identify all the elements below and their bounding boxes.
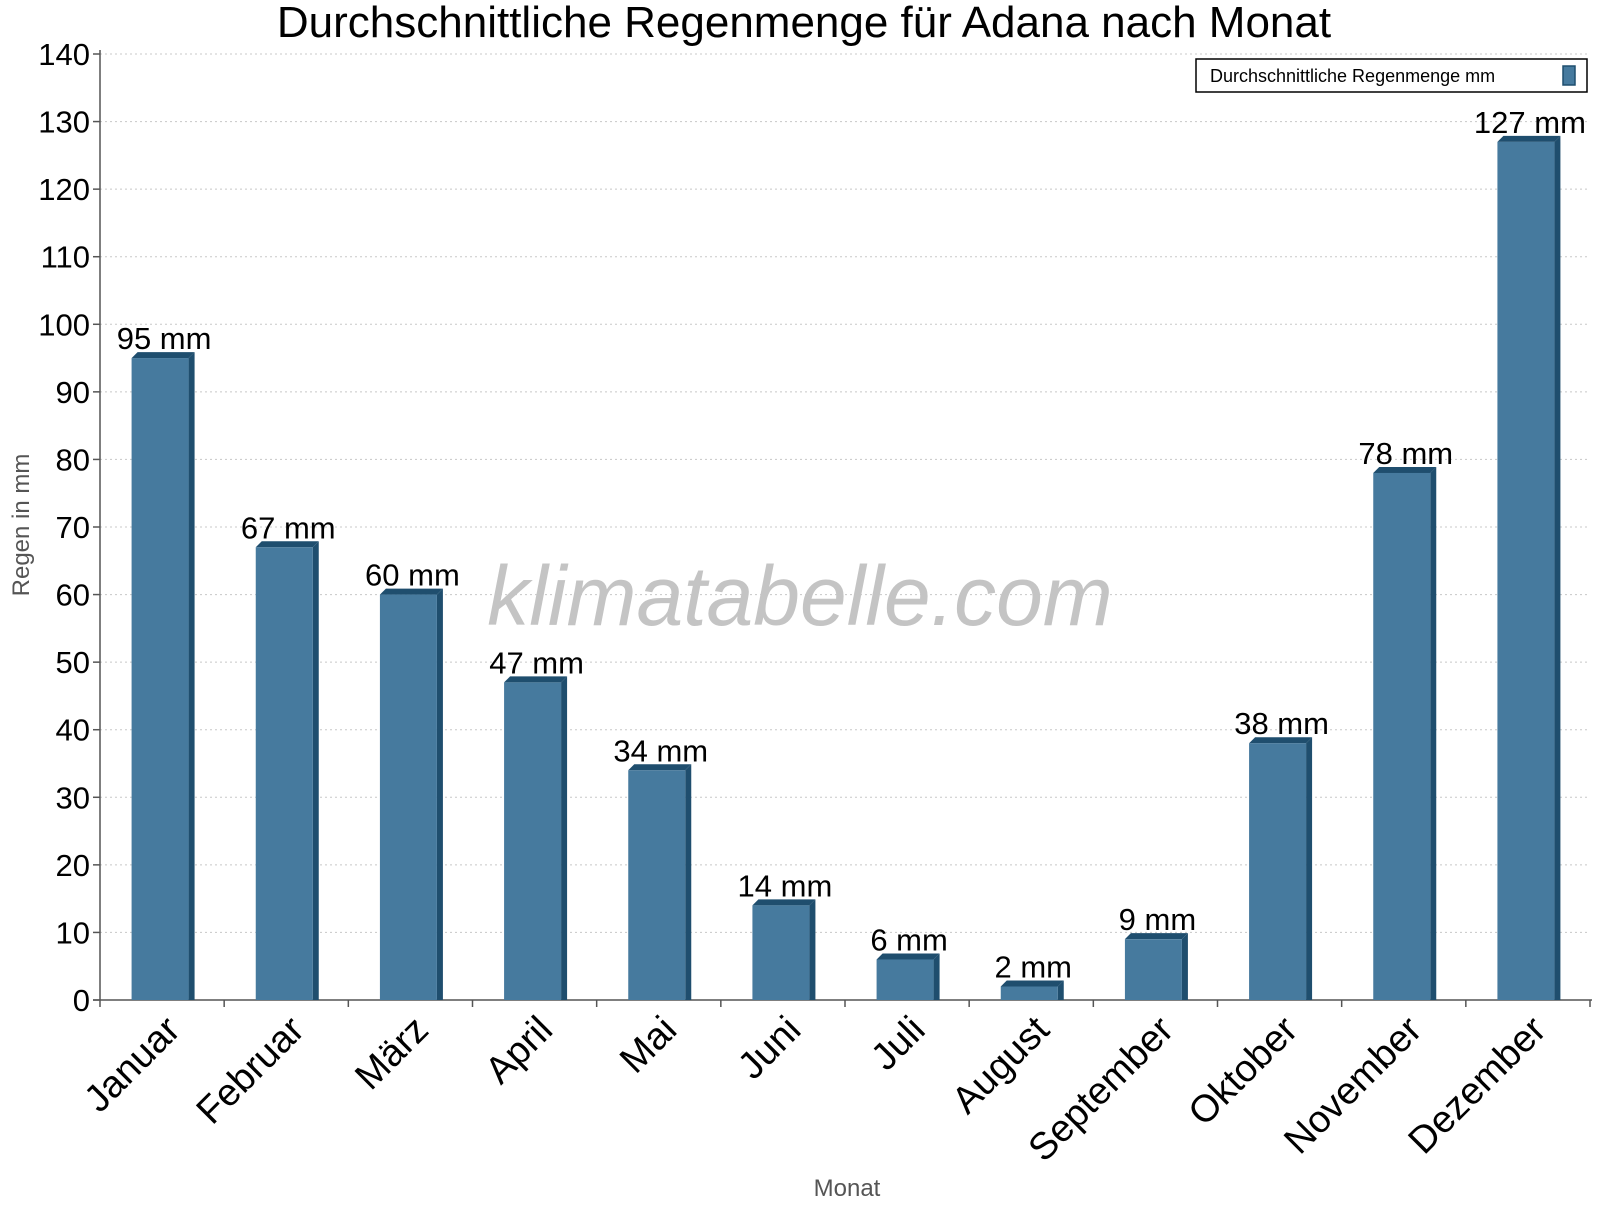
bar-side [1181, 933, 1188, 1000]
bar [1000, 980, 1064, 1000]
bar-side [561, 676, 568, 1000]
y-tick-label: 130 [38, 105, 90, 140]
y-tick-label: 90 [56, 375, 90, 410]
bar [1249, 737, 1313, 1000]
y-axis-title: Regen in mm [8, 454, 35, 597]
data-label: 6 mm [870, 922, 948, 957]
x-axis-title: Monat [814, 1175, 881, 1200]
bar-side [436, 588, 443, 1000]
legend-swatch [1562, 65, 1576, 86]
y-tick-label: 30 [56, 780, 90, 815]
grid-lines [100, 53, 1590, 933]
bar [1373, 466, 1437, 1000]
legend-label: Durchschnittliche Regenmenge mm [1210, 66, 1495, 86]
bar-side [188, 352, 195, 1001]
x-tick-label: Juli [863, 1009, 933, 1079]
bar-top [504, 676, 568, 683]
legend: Durchschnittliche Regenmenge mm [1195, 58, 1588, 93]
y-tick-label: 0 [73, 983, 90, 1018]
bar-top [1124, 933, 1188, 940]
x-tick-label: Oktober [1181, 1008, 1307, 1134]
data-label: 38 mm [1234, 706, 1329, 741]
bar [255, 541, 319, 1000]
bar-side [1430, 466, 1437, 1000]
x-tick-label: April [477, 1009, 560, 1092]
bar-front [752, 905, 810, 1000]
bar-front [1373, 472, 1431, 1000]
y-tick-label: 140 [38, 37, 90, 72]
bar-front [504, 682, 562, 1000]
bar [131, 352, 195, 1001]
data-label: 60 mm [365, 558, 460, 593]
bar-side [312, 541, 319, 1000]
bar [1497, 135, 1561, 1001]
bar [876, 953, 940, 1000]
data-label: 78 mm [1358, 436, 1453, 471]
bar [379, 588, 443, 1000]
x-tick-label: Februar [189, 1008, 313, 1132]
data-label: 47 mm [489, 645, 584, 680]
bar-front [628, 770, 686, 1000]
data-labels: 95 mm 67 mm 60 mm 47 mm 34 mm 14 mm 6 mm 2 mm 9 … [117, 105, 1586, 985]
y-tick-label: 10 [56, 915, 90, 950]
bar-side [1306, 737, 1313, 1000]
bar [628, 764, 692, 1000]
bar-top [255, 541, 319, 548]
y-tick-label: 20 [56, 848, 90, 883]
y-tick-label: 60 [56, 578, 90, 613]
bar-front [255, 547, 313, 1000]
x-tick-label: August [944, 1008, 1058, 1122]
bar [752, 899, 816, 1000]
bar [1124, 933, 1188, 1000]
x-tick-label: Dezember [1401, 1008, 1555, 1162]
bar-front [1000, 986, 1058, 1000]
bar-front [131, 358, 189, 1001]
bar-front [876, 959, 934, 1000]
bar-top [379, 588, 443, 595]
bar-front [1124, 939, 1182, 1000]
bar-side [1057, 980, 1064, 1000]
x-tick-label: Juni [730, 1009, 809, 1088]
bar-front [1249, 743, 1307, 1000]
bar [504, 676, 568, 1000]
bar-top [1000, 980, 1064, 987]
bar-top [876, 953, 940, 960]
watermark: klimatabelle.com [487, 549, 1113, 643]
data-label: 34 mm [613, 733, 708, 768]
x-tick-label: März [347, 1009, 436, 1098]
data-label: 2 mm [995, 949, 1073, 984]
y-tick-label: 70 [56, 510, 90, 545]
y-tick-label: 50 [56, 645, 90, 680]
y-tick-label: 40 [56, 713, 90, 748]
data-label: 95 mm [117, 321, 212, 356]
data-label: 14 mm [738, 868, 833, 903]
y-tick-label: 100 [38, 307, 90, 342]
axes [93, 50, 1592, 1007]
data-label: 67 mm [241, 510, 336, 545]
y-tick-label: 110 [41, 240, 90, 275]
data-label: 9 mm [1119, 902, 1197, 937]
bar-top [1249, 737, 1313, 744]
bar-front [1497, 141, 1555, 1001]
x-tick-label: Januar [77, 1008, 189, 1120]
y-tick-label: 120 [38, 172, 90, 207]
bar-side [685, 764, 692, 1000]
bar-top [628, 764, 692, 771]
bar-side [1554, 135, 1561, 1001]
bar-top [131, 352, 195, 359]
chart-title: Durchschnittliche Regenmenge für Adana n… [277, 0, 1331, 47]
y-tick-label: 80 [56, 442, 90, 477]
bar-top [1497, 135, 1561, 142]
bar-side [933, 953, 940, 1000]
bar-front [379, 594, 437, 1000]
bars [131, 135, 1561, 1001]
legend-box [1195, 58, 1588, 93]
bar-side [809, 899, 816, 1000]
x-tick-label: Mai [612, 1009, 685, 1082]
bar-top [1373, 466, 1437, 473]
data-label: 127 mm [1474, 105, 1586, 140]
bar-top [752, 899, 816, 906]
